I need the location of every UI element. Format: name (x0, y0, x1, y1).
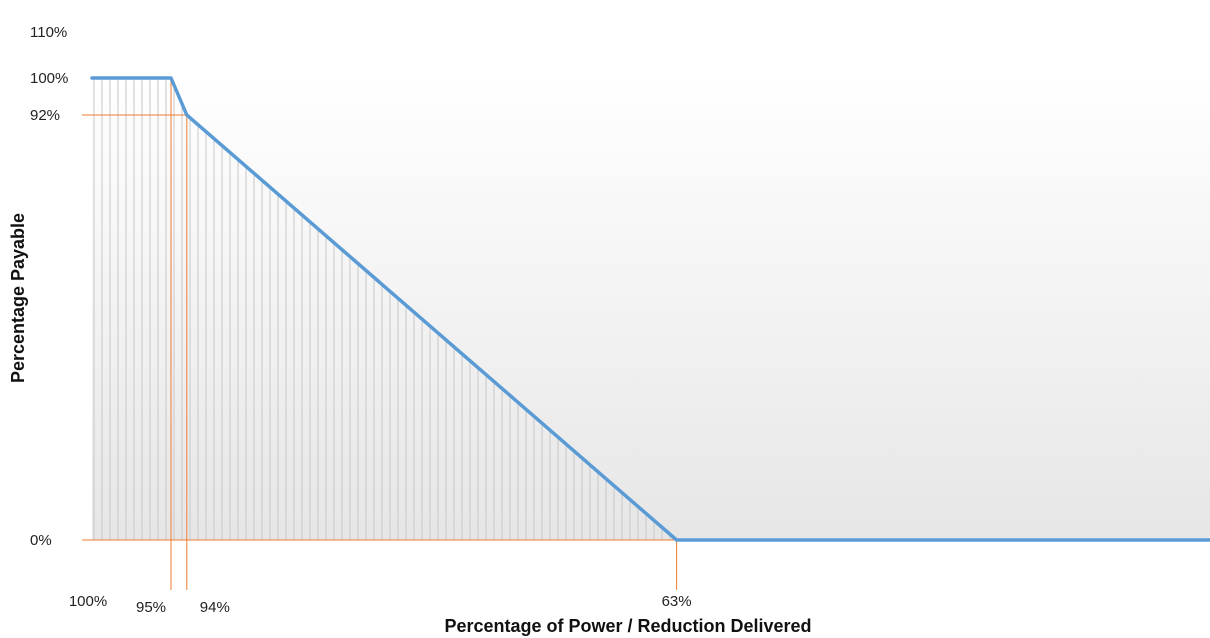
series-line (90, 76, 1210, 542)
series-line-group (90, 76, 1210, 542)
x-axis-title: Percentage of Power / Reduction Delivere… (444, 616, 811, 636)
x-tick-label: 100% (69, 593, 107, 610)
y-tick-label: 110% (30, 24, 67, 41)
plot-area-background (92, 78, 1210, 540)
y-tick-label: 0% (30, 532, 52, 549)
x-tick-label: 95% (136, 599, 166, 616)
y-tick-label: 100% (30, 70, 68, 87)
y-tick-label: 92% (30, 107, 60, 124)
tick-labels: 110% 100% 92% 0% 100% 95% 94% 63% (30, 24, 692, 616)
y-axis-title: Percentage Payable (8, 213, 28, 383)
x-tick-label: 94% (200, 599, 230, 616)
shaded-area-under-curve (93, 78, 671, 540)
x-tick-label: 63% (662, 593, 692, 610)
reference-lines (82, 78, 678, 590)
